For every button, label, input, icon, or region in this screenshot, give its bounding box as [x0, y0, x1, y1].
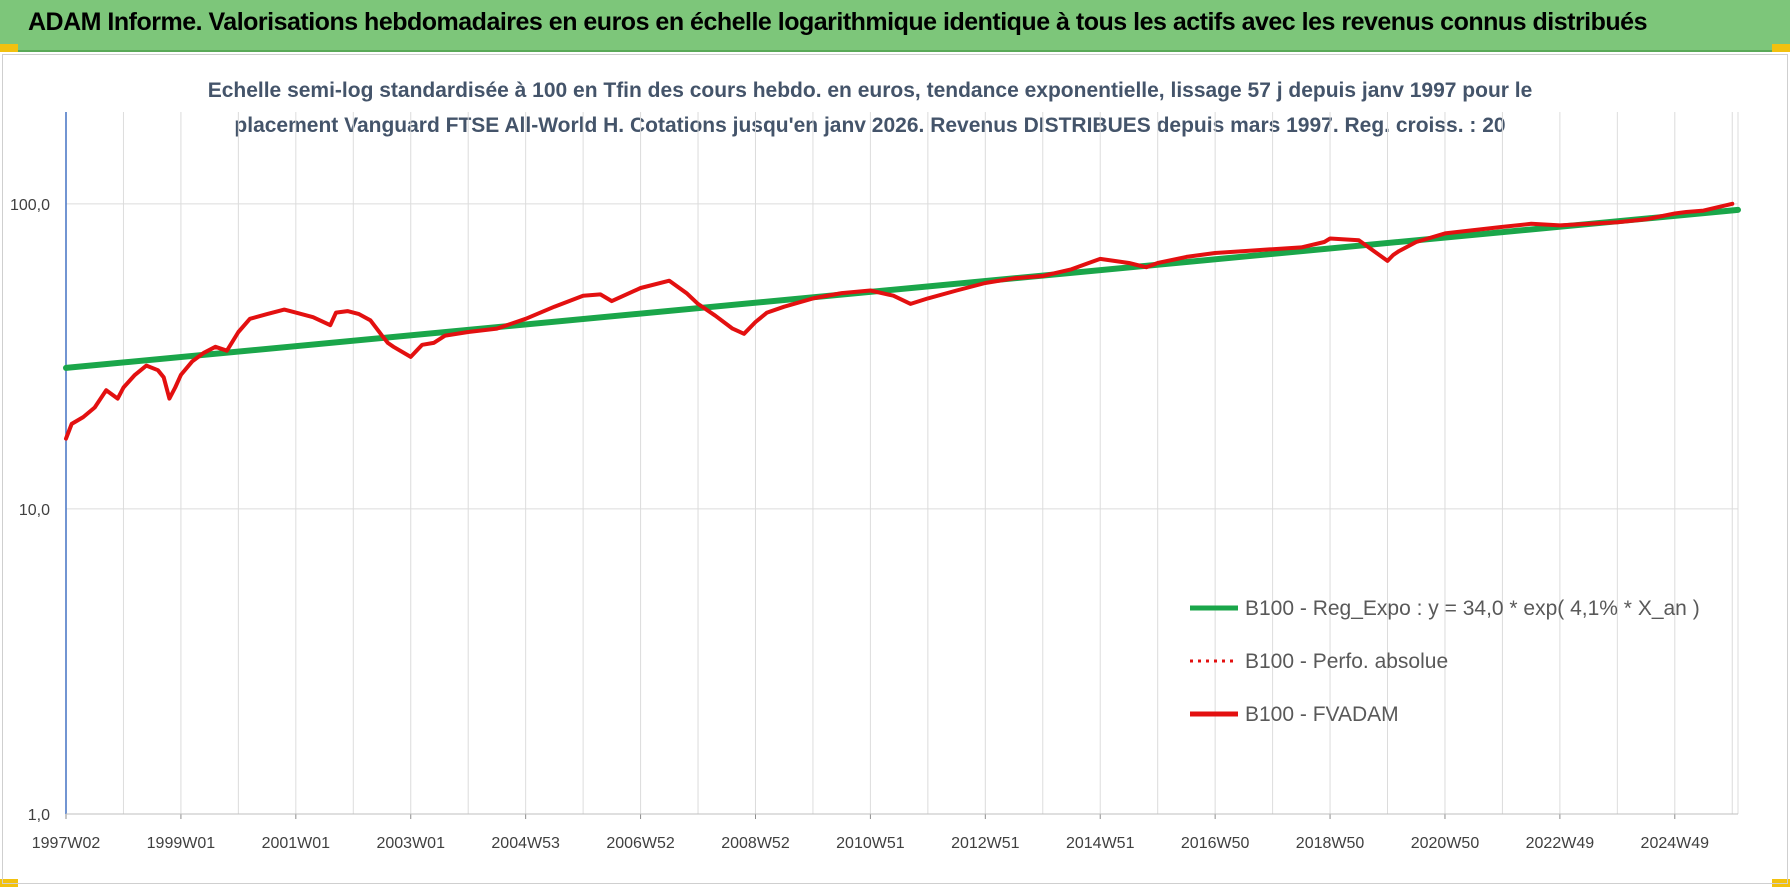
- x-tick-label: 2004W53: [491, 835, 560, 852]
- x-tick-label: 1997W02: [32, 835, 101, 852]
- y-tick-label: 100,0: [10, 197, 50, 214]
- legend-label: B100 - Perfo. absolue: [1245, 650, 1448, 673]
- series-lines: [63, 201, 1741, 441]
- x-tick-label: 1999W01: [147, 835, 216, 852]
- x-tick-label: 2024W49: [1641, 835, 1710, 852]
- x-tick-label: 2022W49: [1526, 835, 1595, 852]
- x-tick-label: 2006W52: [606, 835, 675, 852]
- x-tick-label: 2001W01: [262, 835, 331, 852]
- x-tick-label: 2008W52: [721, 835, 790, 852]
- gridlines: [66, 112, 1739, 815]
- x-tick-label: 2020W50: [1411, 835, 1480, 852]
- x-tick-label: 2003W01: [376, 835, 445, 852]
- axes: 1997W02 1999W01 2001W01 2003W01 2004W53 2006W…: [10, 112, 1738, 852]
- x-tick-label: 2018W50: [1296, 835, 1365, 852]
- fvadam-line: [64, 201, 1735, 441]
- y-tick-label: 1,0: [28, 807, 50, 824]
- y-tick-label: 10,0: [19, 502, 50, 519]
- chart-frame: [2, 54, 1788, 884]
- x-tick-label: 2012W51: [951, 835, 1020, 852]
- corner-marker-right: [1772, 44, 1790, 52]
- x-tick-label: 2010W51: [836, 835, 905, 852]
- legend: B100 - Reg_Expo : y = 34,0 * exp( 4,1% *…: [1190, 597, 1700, 726]
- title-banner: ADAM Informe. Valorisations hebdomadaire…: [0, 0, 1790, 52]
- chart-title-line1: Echelle semi-log standardisée à 100 en T…: [207, 79, 1533, 102]
- banner-title: ADAM Informe. Valorisations hebdomadaire…: [28, 8, 1647, 36]
- x-tick-label: 2014W51: [1066, 835, 1135, 852]
- legend-label: B100 - Reg_Expo : y = 34,0 * exp( 4,1% *…: [1245, 597, 1700, 620]
- corner-marker-left: [0, 44, 18, 52]
- legend-label: B100 - FVADAM: [1245, 703, 1399, 726]
- regression-line: [63, 206, 1741, 371]
- x-tick-label: 2016W50: [1181, 835, 1250, 852]
